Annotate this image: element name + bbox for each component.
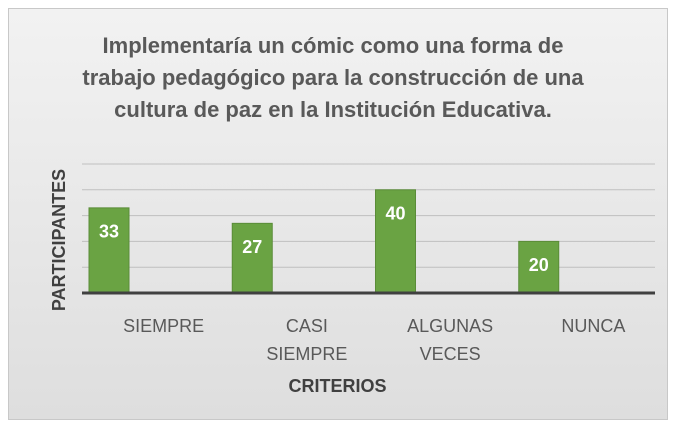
bar [231,222,273,294]
data-label: 27 [242,237,262,257]
bar [88,207,130,294]
data-label: 40 [385,204,405,224]
y-axis-title: PARTICIPANTES [49,169,69,311]
bar [518,240,560,294]
data-label: 33 [99,222,119,242]
bar [375,189,416,294]
chart-title: Implementaría un cómic como una forma de… [82,33,584,122]
x-axis-title: CRITERIOS [288,376,387,396]
x-tick-label: NUNCA [561,316,626,336]
x-tick-label: SIEMPRE [123,316,205,336]
data-label: 20 [529,255,549,275]
x-tick-label: ALGUNAS VECES [407,316,494,364]
x-tick-label: CASI SIEMPRE [266,316,348,364]
